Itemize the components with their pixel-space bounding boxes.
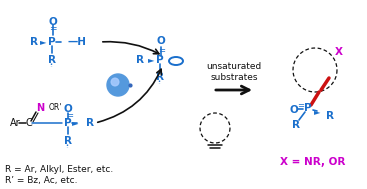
Text: unsaturated
substrates: unsaturated substrates: [206, 62, 262, 82]
Text: =: =: [159, 46, 166, 56]
Text: O: O: [48, 17, 57, 27]
Text: O: O: [157, 36, 166, 46]
Text: ►: ►: [314, 108, 320, 116]
Text: R: R: [326, 111, 334, 121]
Text: =: =: [49, 25, 57, 33]
Text: P: P: [64, 118, 72, 128]
Text: R: R: [136, 55, 144, 65]
Text: R: R: [48, 55, 56, 65]
Text: N: N: [36, 103, 44, 113]
Text: R: R: [64, 136, 72, 146]
Text: C: C: [26, 118, 32, 128]
Text: ►: ►: [72, 119, 78, 128]
Text: —H: —H: [68, 37, 87, 47]
Text: R’ = Bz, Ac, etc.: R’ = Bz, Ac, etc.: [5, 176, 77, 184]
Text: R: R: [30, 37, 38, 47]
Text: P: P: [156, 55, 164, 65]
Text: O: O: [290, 105, 298, 115]
Text: O: O: [63, 104, 72, 114]
Text: R: R: [86, 118, 94, 128]
Text: ►: ►: [148, 56, 154, 64]
Text: OR': OR': [49, 104, 62, 112]
Text: =: =: [298, 101, 305, 111]
Text: R: R: [292, 120, 300, 130]
Text: R = Ar, Alkyl, Ester, etc.: R = Ar, Alkyl, Ester, etc.: [5, 166, 113, 174]
Text: P: P: [304, 103, 312, 113]
Text: Ar: Ar: [10, 118, 21, 128]
Text: X = NR, OR: X = NR, OR: [280, 157, 345, 167]
Text: P: P: [48, 37, 56, 47]
Text: R: R: [156, 72, 164, 82]
Text: ►: ►: [40, 37, 46, 46]
Ellipse shape: [107, 74, 129, 96]
Text: X: X: [335, 47, 343, 57]
Text: =: =: [66, 112, 73, 121]
Ellipse shape: [111, 78, 119, 86]
